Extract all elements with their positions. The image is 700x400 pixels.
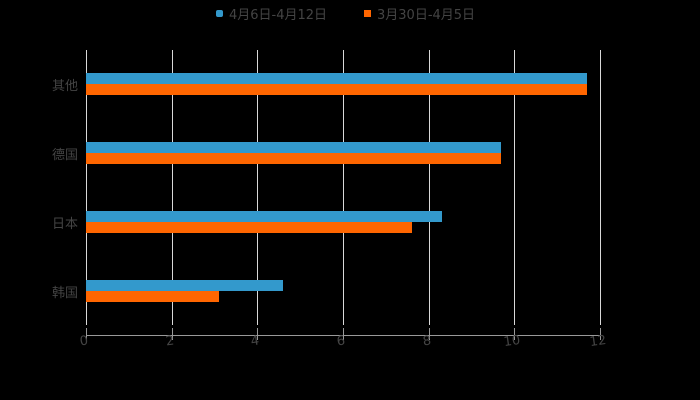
legend-item-series-2[interactable]: 3月30日-4月5日: [364, 3, 475, 23]
y-category-label: 韩国: [51, 286, 78, 301]
legend-marker-square-icon: [364, 9, 371, 17]
x-tick-label: 0: [78, 333, 90, 350]
gridline: [429, 50, 430, 325]
x-tick-label: 6: [335, 333, 347, 350]
y-category-label: 日本: [51, 217, 78, 232]
x-tick: [429, 328, 430, 340]
bar[interactable]: [86, 222, 412, 233]
x-tick: [343, 328, 344, 340]
x-tick-label: 4: [249, 333, 261, 350]
x-tick-label: 8: [421, 333, 433, 350]
x-tick-label: 10: [502, 332, 522, 351]
y-category-label: 其他: [51, 79, 78, 94]
bar[interactable]: [86, 142, 501, 153]
bar[interactable]: [86, 153, 501, 164]
gridline: [257, 50, 258, 325]
x-tick-label: 12: [588, 332, 608, 351]
gridline: [86, 50, 87, 325]
x-tick: [86, 328, 87, 340]
legend-label: 4月6日-4月12日: [229, 7, 328, 23]
x-tick: [172, 328, 173, 340]
legend-label: 3月30日-4月5日: [377, 7, 476, 23]
bar[interactable]: [86, 280, 283, 291]
gridline: [514, 50, 515, 325]
bar[interactable]: [86, 211, 442, 222]
gridline: [600, 50, 601, 325]
x-tick: [600, 328, 601, 340]
x-tick: [257, 328, 258, 340]
gridline: [343, 50, 344, 325]
legend-item-series-1[interactable]: 4月6日-4月12日: [216, 3, 327, 23]
bar[interactable]: [86, 84, 587, 95]
legend-marker-circle-icon: [216, 9, 223, 17]
chart-legend: 4月6日-4月12日 3月30日-4月5日: [0, 3, 700, 23]
y-category-label: 德国: [51, 148, 78, 163]
bar[interactable]: [86, 291, 219, 302]
x-tick-label: 2: [164, 333, 176, 350]
bar[interactable]: [86, 73, 587, 84]
gridline: [172, 50, 173, 325]
x-tick: [514, 328, 515, 340]
